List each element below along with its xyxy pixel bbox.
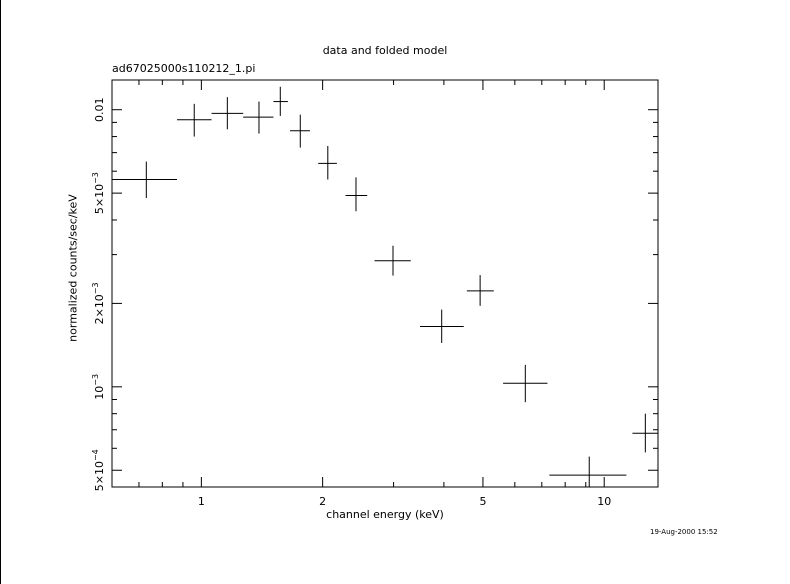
y-tick-label: 5×10−3 — [91, 172, 106, 214]
y-tick-mantissa: 2×10 — [93, 294, 106, 324]
x-tick-label: 10 — [597, 495, 611, 508]
y-tick-label: 2×10−3 — [91, 282, 106, 324]
window-edge-rule — [0, 0, 1, 584]
data-point — [503, 364, 548, 403]
y-tick-label: 5×10−4 — [91, 449, 106, 491]
data-point — [177, 103, 212, 137]
y-tick-mantissa: 5×10 — [93, 461, 106, 491]
chart-subtitle: ad67025000s110212_1.pi — [112, 62, 256, 75]
data-point — [112, 161, 178, 199]
data-point — [374, 245, 411, 276]
y-tick-exponent: −3 — [91, 374, 100, 386]
data-point — [273, 86, 288, 116]
data-point — [420, 309, 464, 343]
x-axis-label: channel energy (keV) — [326, 508, 444, 521]
data-point — [318, 145, 337, 180]
data-point — [290, 114, 310, 148]
data-point — [345, 177, 368, 212]
y-tick-label: 0.01 — [93, 97, 106, 122]
y-tick-mantissa: 10 — [93, 386, 106, 400]
x-tick-label: 1 — [198, 495, 205, 508]
y-tick-exponent: −4 — [91, 449, 100, 461]
data-point — [211, 97, 244, 130]
x-tick-label: 5 — [479, 495, 486, 508]
y-tick-label: 10−3 — [91, 374, 106, 400]
axis-ticks: 1 2 5 100.015×10−32×10−310−35×10−4 — [91, 80, 658, 508]
timestamp: 19-Aug-2000 15:52 — [650, 528, 718, 536]
data-point — [632, 413, 658, 453]
chart-title: data and folded model — [322, 44, 448, 57]
x-tick-label: 2 — [319, 495, 326, 508]
data-point — [243, 101, 274, 134]
data-point — [549, 456, 627, 487]
y-tick-exponent: −3 — [91, 282, 100, 294]
y-tick-exponent: −3 — [91, 172, 100, 184]
plot-frame — [111, 79, 659, 488]
data-points — [112, 86, 658, 487]
y-tick-mantissa: 0.01 — [93, 97, 106, 122]
data-point — [466, 275, 494, 306]
y-tick-mantissa: 5×10 — [93, 184, 106, 214]
